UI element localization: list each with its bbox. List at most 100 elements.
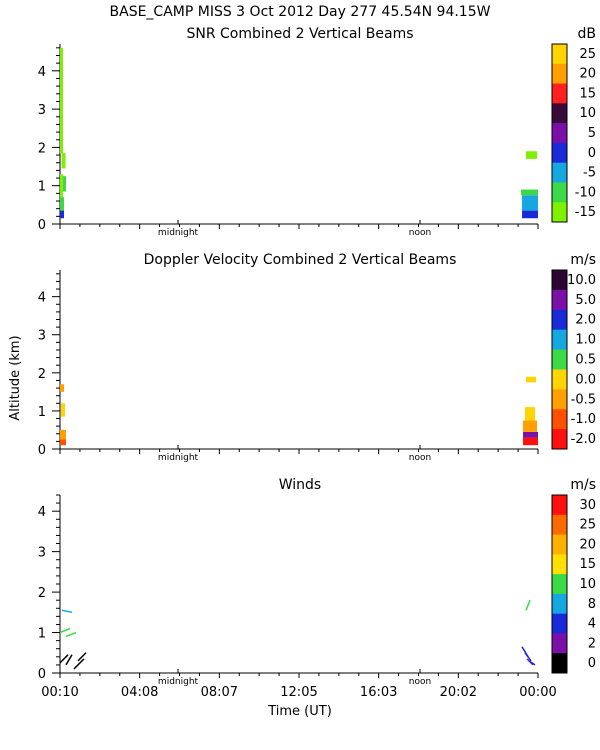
data-cell (525, 407, 536, 421)
data-cell (60, 403, 65, 417)
y-tick-label: 0 (38, 667, 46, 682)
data-cell (523, 420, 538, 432)
colorbar-cell (552, 534, 567, 555)
panel-title: Winds (279, 477, 321, 493)
panel-1: SNR Combined 2 Vertical Beams 0 1 2 3 4 midnig… (38, 26, 596, 238)
colorbar-label: 25 (579, 47, 596, 62)
y-tick-label: 4 (38, 505, 46, 520)
colorbar-label: -10 (575, 185, 596, 200)
y-tick-label: 2 (38, 141, 46, 156)
wind-barb (528, 660, 536, 666)
y-tick-label: 1 (38, 180, 46, 195)
colorbar-label: 15 (579, 86, 596, 101)
colorbar-cell (552, 633, 567, 654)
y-tick-label: 1 (38, 627, 46, 642)
time-marker-label: midnight (158, 453, 199, 463)
colorbar-label: 10 (579, 577, 596, 592)
colorbar-label: 2 (588, 636, 596, 651)
wind-barb (65, 631, 77, 638)
colorbar-cell (552, 123, 567, 144)
x-tick-label: 12:05 (280, 685, 317, 700)
x-tick-label: 16:03 (360, 685, 397, 700)
colorbar-cell (552, 409, 567, 430)
panel-title: Doppler Velocity Combined 2 Vertical Bea… (144, 252, 457, 268)
colorbar-frame (551, 43, 568, 223)
data-cell (60, 197, 64, 211)
figure-header: BASE_CAMP MISS 3 Oct 2012 Day 277 45.54N… (110, 4, 491, 20)
colorbar-label: 1.0 (575, 333, 596, 348)
colorbar-cell (552, 44, 567, 65)
colorbar-label: 8 (588, 597, 596, 612)
colorbar-cell (552, 182, 567, 203)
y-axis-label: Altitude (km) (8, 335, 23, 420)
x-tick-label: 20:02 (440, 685, 477, 700)
colorbar-cell (552, 389, 567, 410)
data-cell (526, 151, 538, 159)
data-cell (61, 153, 66, 169)
colorbar-label: 0 (588, 656, 596, 671)
wind-barb (73, 658, 85, 670)
data-cell (522, 195, 538, 211)
colorbar-cell (552, 349, 567, 370)
y-tick-label: 2 (38, 586, 46, 601)
y-tick-label: 4 (38, 65, 46, 80)
wind-barb (59, 654, 69, 664)
data-cell (60, 47, 63, 154)
data-cell (60, 174, 63, 198)
colorbar-label: 15 (579, 557, 596, 572)
y-tick-label: 0 (38, 443, 46, 458)
colorbar-label: -5 (583, 166, 596, 181)
colorbar-label: 2.0 (575, 313, 596, 328)
colorbar-label: -15 (575, 205, 596, 220)
colorbar-label: 10 (579, 106, 596, 121)
colorbar-cell (552, 142, 567, 164)
y-tick-label: 3 (38, 329, 46, 344)
wind-barb (524, 652, 532, 662)
time-marker-label: midnight (158, 228, 199, 238)
time-marker-label: noon (409, 677, 431, 687)
x-tick-label: 04:08 (121, 685, 158, 700)
colorbar-cell (552, 593, 567, 615)
data-cell (522, 210, 538, 219)
y-tick-label: 3 (38, 103, 46, 118)
colorbar-label: 0.5 (575, 353, 596, 368)
colorbar-label: 20 (579, 537, 596, 552)
colorbar-label: 25 (579, 518, 596, 533)
data-cell (60, 210, 64, 219)
x-tick-label: 08:07 (201, 685, 238, 700)
data-cell (60, 439, 66, 446)
colorbar-label: 30 (579, 498, 596, 513)
data-cell (521, 189, 538, 196)
colorbar-label: 0 (588, 146, 596, 161)
time-marker-label: midnight (158, 677, 199, 687)
colorbar-label: -1.0 (571, 412, 596, 427)
colorbar-cell (552, 613, 567, 634)
colorbar-cell (552, 162, 567, 183)
colorbar-cell (552, 495, 567, 516)
colorbar-cell (552, 289, 567, 311)
y-tick-label: 4 (38, 291, 46, 306)
panel-title: SNR Combined 2 Vertical Beams (186, 26, 413, 42)
colorbar-cell (552, 429, 567, 450)
colorbar-cell (552, 202, 567, 223)
colorbar-label: 4 (588, 617, 596, 632)
colorbar-label: 10.0 (567, 273, 596, 288)
y-tick-label: 0 (38, 218, 46, 233)
colorbar-cell (552, 63, 567, 85)
x-axis-label: Time (UT) (267, 704, 332, 719)
wind-barb (61, 609, 73, 614)
colorbar-unit: dB (578, 26, 597, 42)
colorbar-cell (552, 103, 567, 124)
wind-barb (59, 627, 71, 634)
data-cell (60, 384, 64, 392)
colorbar-cell (552, 554, 567, 575)
colorbar-frame (551, 494, 568, 674)
colorbar-cell (552, 574, 567, 595)
colorbar-label: -2.0 (571, 432, 596, 447)
time-marker-label: noon (409, 228, 431, 238)
data-cell (60, 429, 66, 440)
wind-barb (77, 652, 87, 662)
colorbar-cell (552, 369, 567, 390)
